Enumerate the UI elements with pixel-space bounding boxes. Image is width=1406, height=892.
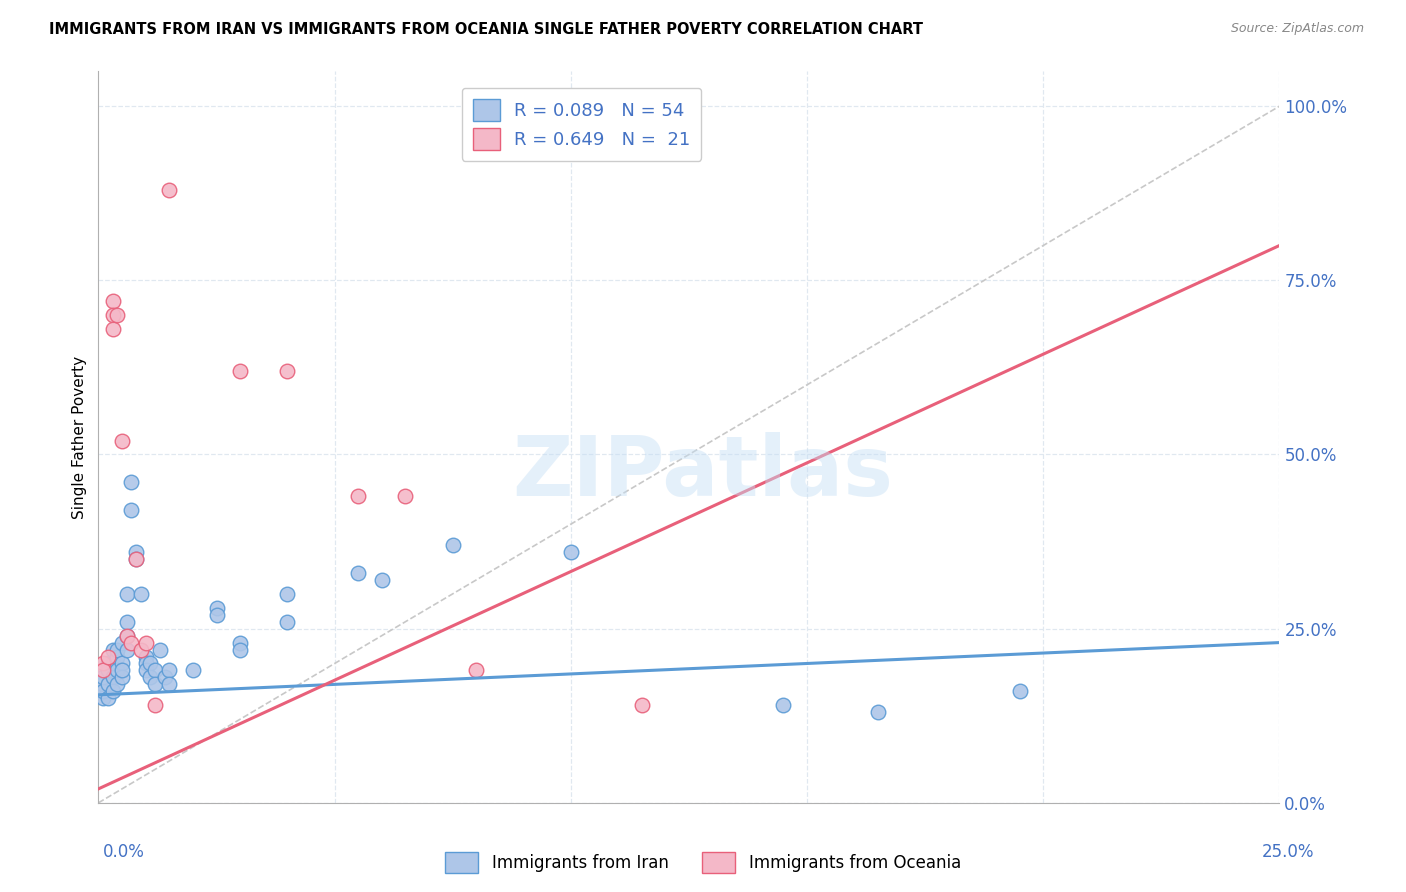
Point xyxy=(97,664,120,678)
Point xyxy=(121,635,143,649)
Point xyxy=(135,664,157,678)
Point xyxy=(101,684,124,698)
Point xyxy=(115,587,138,601)
Point xyxy=(105,649,128,664)
Text: Source: ZipAtlas.com: Source: ZipAtlas.com xyxy=(1230,22,1364,36)
Point xyxy=(91,670,114,684)
Point xyxy=(276,615,298,629)
Point xyxy=(143,664,166,678)
Point xyxy=(115,629,138,643)
Point xyxy=(135,649,157,664)
Point xyxy=(441,538,464,552)
Point xyxy=(91,684,114,698)
Point xyxy=(276,587,298,601)
Point xyxy=(97,677,120,691)
Point xyxy=(135,657,157,671)
Point xyxy=(135,635,157,649)
Point xyxy=(157,677,180,691)
Point xyxy=(772,698,794,713)
Point xyxy=(101,322,124,336)
Point xyxy=(115,642,138,657)
Text: 0.0%: 0.0% xyxy=(103,843,145,861)
Point xyxy=(394,489,416,503)
Point xyxy=(181,664,204,678)
Point xyxy=(1008,684,1031,698)
Point xyxy=(111,635,134,649)
Point xyxy=(157,183,180,197)
Point xyxy=(101,657,124,671)
Point xyxy=(347,489,370,503)
Point xyxy=(157,664,180,678)
Point xyxy=(866,705,889,719)
Point xyxy=(371,573,394,587)
Y-axis label: Single Father Poverty: Single Father Poverty xyxy=(72,356,87,518)
Point xyxy=(125,545,148,559)
Point xyxy=(91,677,114,691)
Point xyxy=(115,615,138,629)
Point xyxy=(101,642,124,657)
Point xyxy=(465,664,488,678)
Text: ZIPatlas: ZIPatlas xyxy=(513,433,893,513)
Text: IMMIGRANTS FROM IRAN VS IMMIGRANTS FROM OCEANIA SINGLE FATHER POVERTY CORRELATIO: IMMIGRANTS FROM IRAN VS IMMIGRANTS FROM … xyxy=(49,22,924,37)
Point xyxy=(139,657,162,671)
Point xyxy=(205,600,228,615)
Point xyxy=(149,642,172,657)
Point xyxy=(139,670,162,684)
Point xyxy=(91,691,114,706)
Point xyxy=(276,364,298,378)
Point xyxy=(115,629,138,643)
Point xyxy=(91,657,114,671)
Legend: Immigrants from Iran, Immigrants from Oceania: Immigrants from Iran, Immigrants from Oc… xyxy=(439,846,967,880)
Point xyxy=(101,670,124,684)
Point xyxy=(97,657,120,671)
Legend: R = 0.089   N = 54, R = 0.649   N =  21: R = 0.089 N = 54, R = 0.649 N = 21 xyxy=(461,87,702,161)
Point xyxy=(129,642,152,657)
Point xyxy=(111,664,134,678)
Point xyxy=(229,635,252,649)
Point xyxy=(105,664,128,678)
Point xyxy=(111,657,134,671)
Point xyxy=(97,691,120,706)
Point xyxy=(121,475,143,490)
Point xyxy=(121,503,143,517)
Point xyxy=(105,308,128,322)
Point xyxy=(101,294,124,309)
Point xyxy=(229,642,252,657)
Point xyxy=(560,545,582,559)
Text: 25.0%: 25.0% xyxy=(1263,843,1315,861)
Point xyxy=(129,587,152,601)
Point xyxy=(125,552,148,566)
Point xyxy=(205,607,228,622)
Point xyxy=(105,677,128,691)
Point xyxy=(630,698,652,713)
Point xyxy=(101,308,124,322)
Point xyxy=(153,670,176,684)
Point xyxy=(229,364,252,378)
Point xyxy=(111,670,134,684)
Point xyxy=(143,698,166,713)
Point xyxy=(91,664,114,678)
Point xyxy=(105,642,128,657)
Point xyxy=(143,677,166,691)
Point xyxy=(97,649,120,664)
Point xyxy=(111,434,134,448)
Point xyxy=(347,566,370,580)
Point xyxy=(125,552,148,566)
